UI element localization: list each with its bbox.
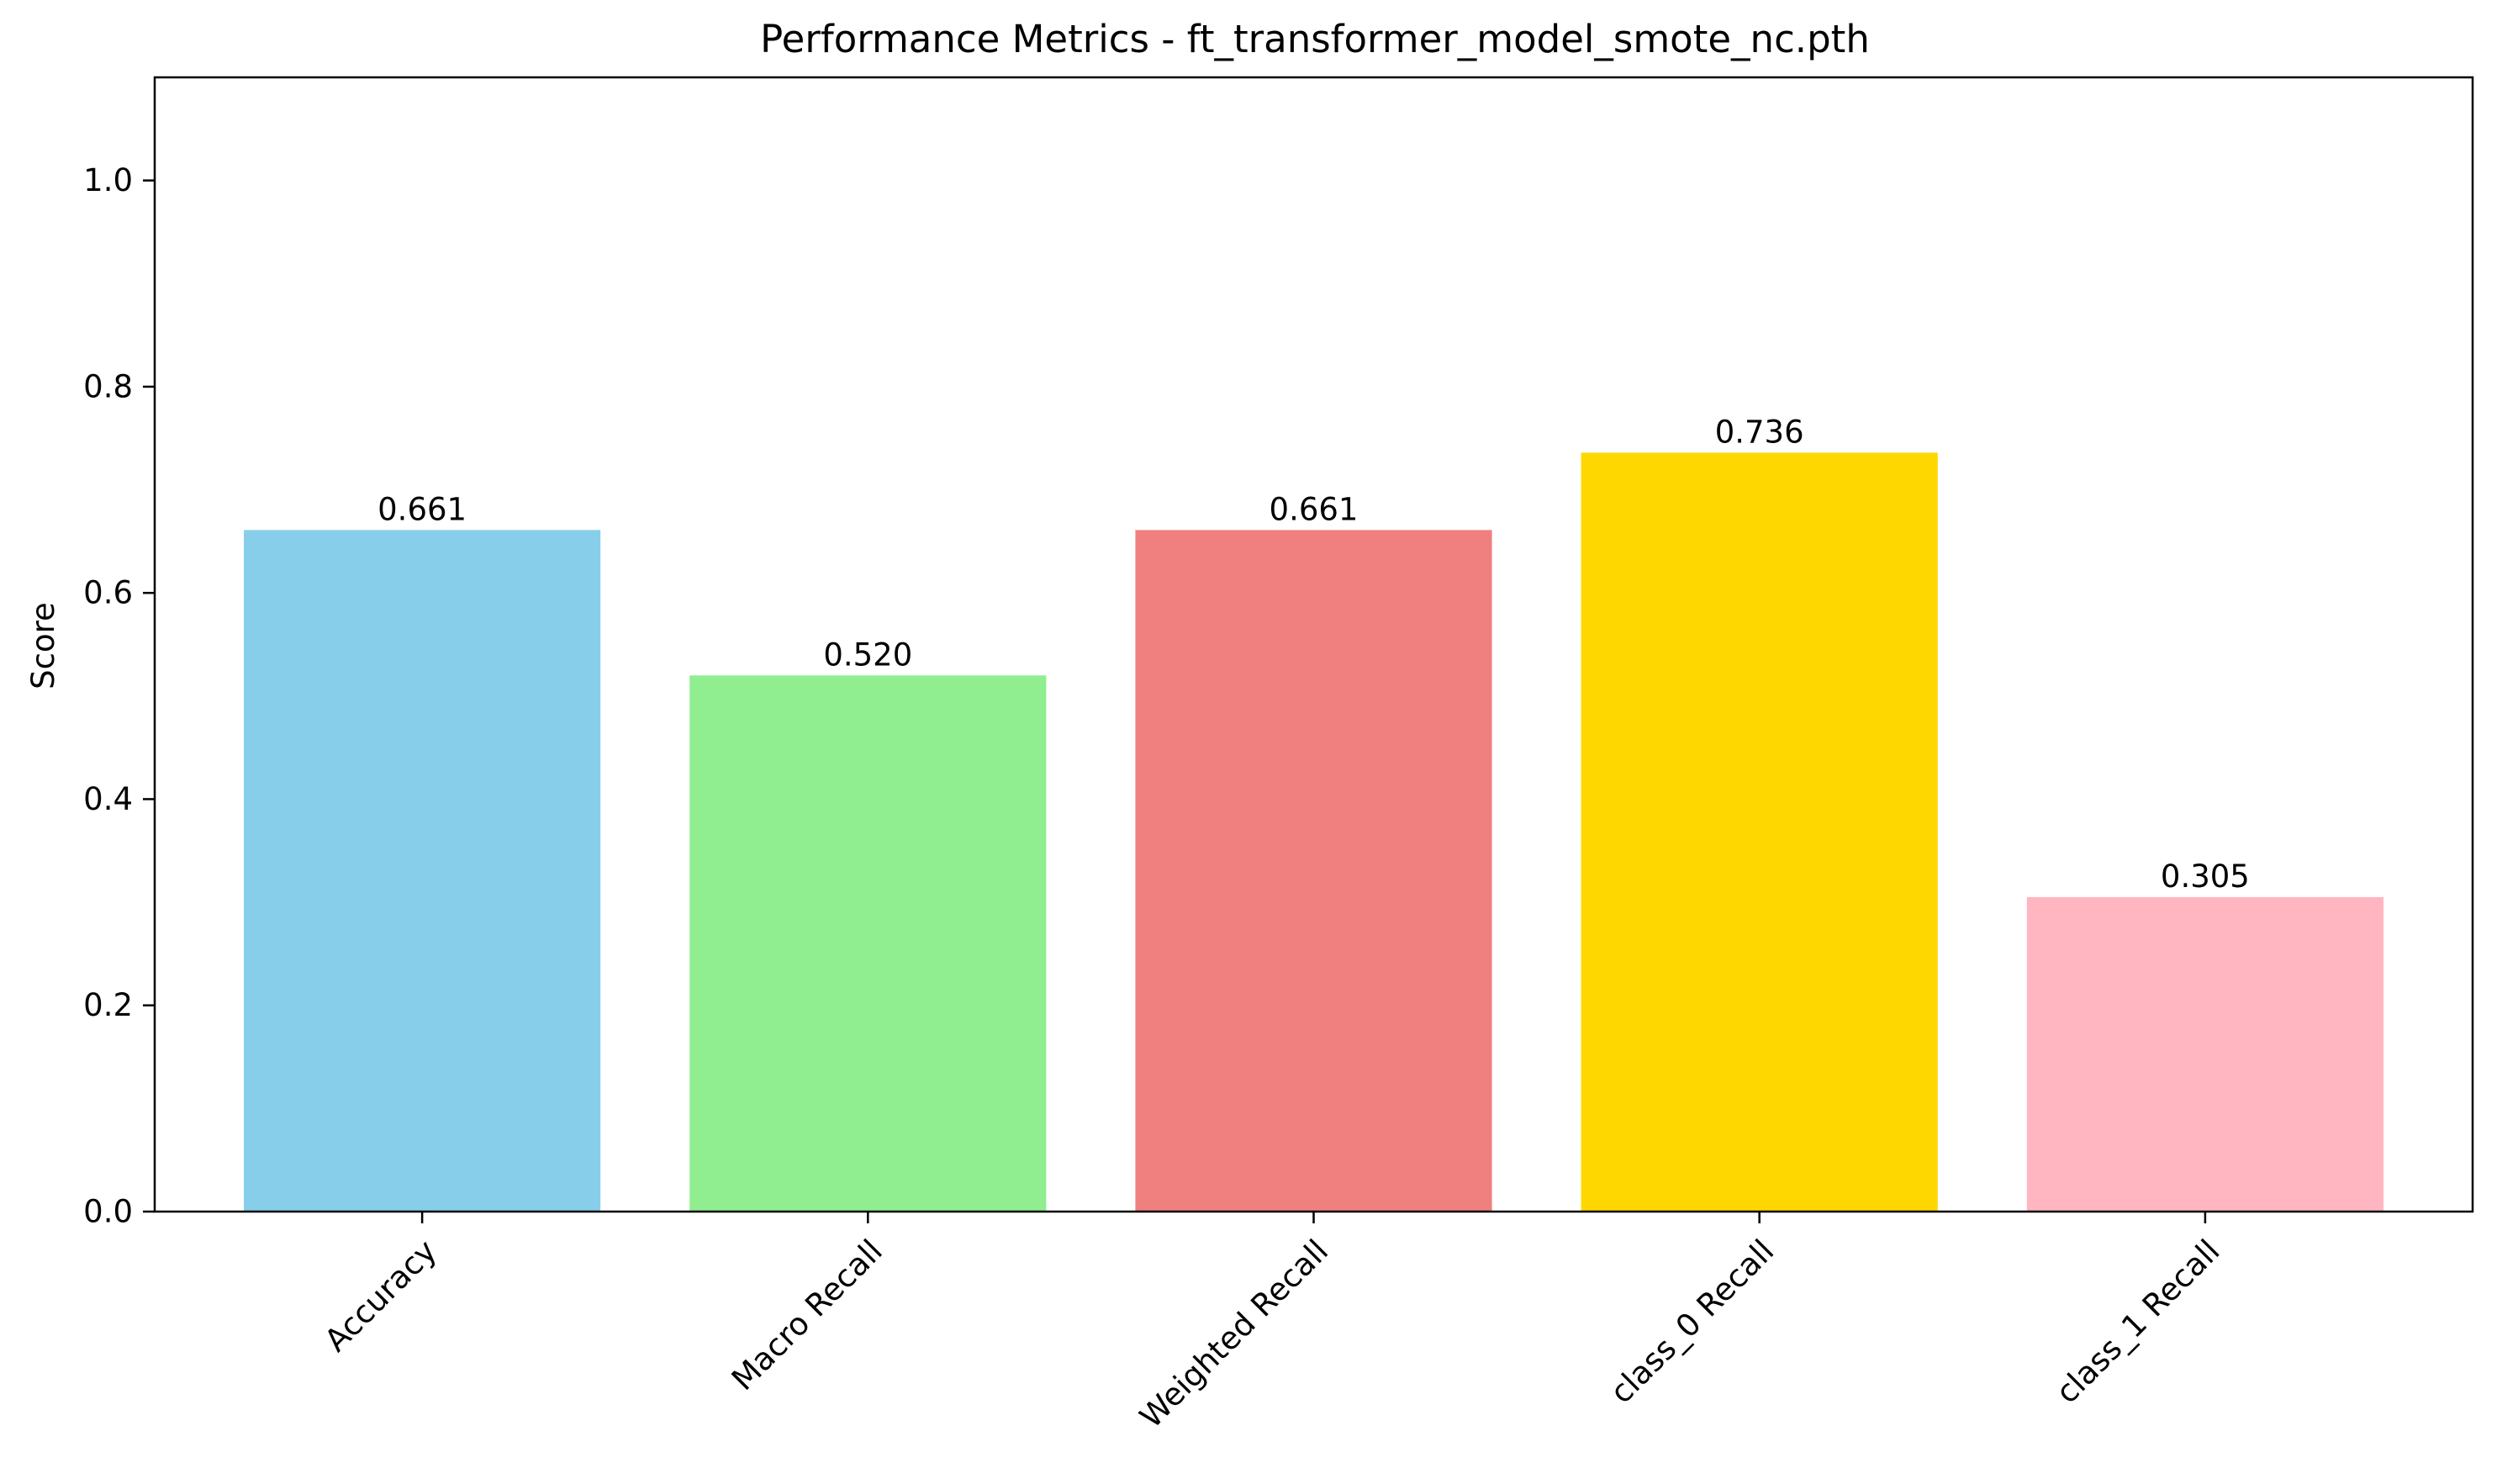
bar-accuracy [244,530,601,1212]
bar-macro-recall [689,675,1047,1212]
value-label: 0.305 [2161,858,2250,895]
value-label: 0.661 [377,491,467,527]
y-axis-label: Score [25,602,61,689]
value-labels-group: 0.661 0.520 0.661 0.736 0.305 [377,414,2250,895]
bar-class-1-recall [2026,896,2384,1212]
value-label: 0.661 [1270,491,1359,527]
value-label: 0.736 [1715,414,1804,450]
y-tick-label: 0.2 [83,987,133,1023]
y-tick-label: 0.8 [83,368,133,404]
chart-title: Performance Metrics - ft_transformer_mod… [760,17,1870,61]
plot-frame [153,76,2474,1213]
bars-group [244,452,2384,1212]
y-tick-label: 0.0 [83,1194,133,1230]
bar-weighted-recall [1135,530,1492,1212]
value-label: 0.520 [823,636,912,673]
y-axis-ticks: 0.0 0.2 0.4 0.6 0.8 1.0 [83,162,155,1230]
y-tick-label: 1.0 [83,162,133,198]
y-tick-label: 0.6 [83,575,133,611]
bar-class-0-recall [1581,452,1938,1212]
y-tick-label: 0.4 [83,781,133,817]
